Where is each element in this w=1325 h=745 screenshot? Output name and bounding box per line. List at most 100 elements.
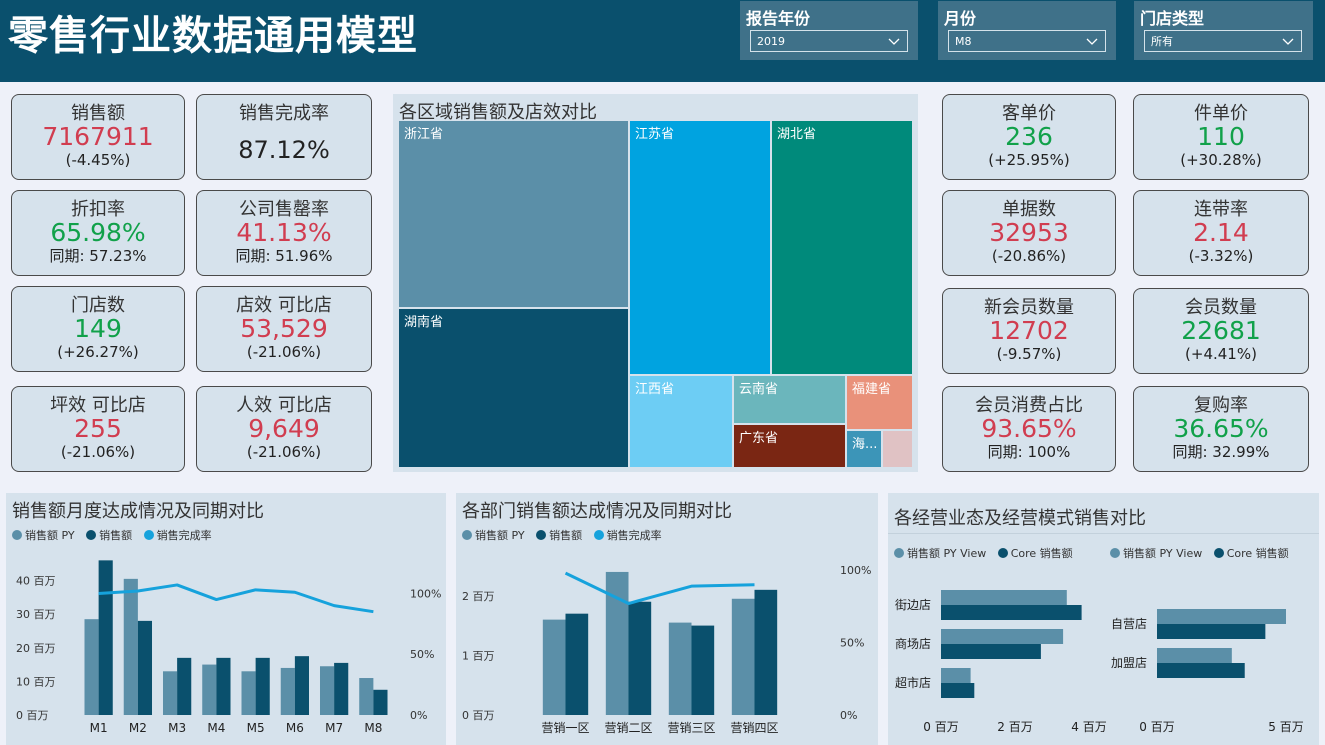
chevron-down-icon	[888, 38, 900, 45]
kpi-card[interactable]: 销售完成率 87.12%	[196, 94, 372, 180]
format-legend-left: 销售额 PY View Core 销售额	[894, 545, 1081, 561]
header-bar: 零售行业数据通用模型 报告年份 2019 月份 M8 门店类型 所有	[0, 0, 1325, 82]
legend-item: 销售完成率	[143, 529, 212, 542]
category-label: 加盟店	[1111, 656, 1147, 670]
hbar-py	[1157, 609, 1286, 624]
bar-py	[280, 667, 295, 715]
x-tick-label: 营销四区	[730, 721, 778, 735]
legend-item: Core 销售额	[997, 547, 1073, 560]
kpi-card[interactable]: 单据数 32953 (-20.86%)	[942, 190, 1116, 276]
kpi-subtext: (-21.06%)	[246, 443, 322, 461]
x-tick-label: M3	[168, 721, 186, 735]
kpi-card[interactable]: 会员数量 22681 (+4.41%)	[1133, 288, 1309, 374]
kpi-subtext: (-9.57%)	[996, 345, 1062, 363]
rate-line	[98, 583, 374, 614]
dept-sales-chart: 0 百万 1 百万 2 百万 0% 50% 100% 营销一区 营销二区 营销三区 营销四区	[462, 564, 871, 735]
kpi-value: 41.13%	[236, 218, 332, 247]
hbar-current	[941, 683, 975, 698]
bar-current	[373, 689, 388, 715]
bar-current	[334, 662, 349, 715]
kpi-card[interactable]: 公司售罄率 41.13% 同期: 51.96%	[196, 190, 372, 276]
kpi-card[interactable]: 门店数 149 (+26.27%)	[11, 286, 185, 372]
treemap-label: 江苏省	[635, 126, 674, 142]
year-select[interactable]: 2019	[750, 30, 908, 52]
filter-store-type: 门店类型 所有	[1134, 1, 1313, 60]
y-tick-label: 20 百万	[16, 642, 56, 655]
treemap-tile	[847, 431, 881, 467]
x-tick-label: M2	[129, 721, 147, 735]
monthly-chart-title: 销售额月度达成情况及同期对比	[12, 501, 264, 522]
hbar-py	[941, 668, 971, 683]
y2-tick-label: 0%	[840, 709, 857, 722]
bar-py	[202, 664, 217, 715]
kpi-label: 折扣率	[71, 199, 125, 220]
kpi-label: 单据数	[1002, 199, 1056, 220]
treemap-tile	[847, 376, 912, 429]
bar-py	[123, 578, 138, 715]
kpi-value: 12702	[989, 316, 1069, 345]
kpi-subtext: (+25.95%)	[988, 151, 1070, 169]
kpi-value: 9,649	[248, 414, 320, 443]
y-tick-label: 40 百万	[16, 575, 56, 588]
kpi-card[interactable]: 折扣率 65.98% 同期: 57.23%	[11, 190, 185, 276]
bar-py	[359, 678, 374, 715]
kpi-subtext: (+26.27%)	[57, 343, 139, 361]
chevron-down-icon	[1086, 38, 1098, 45]
kpi-card[interactable]: 店效 可比店 53,529 (-21.06%)	[196, 286, 372, 372]
legend-item: 销售额 PY	[12, 529, 75, 542]
kpi-card[interactable]: 客单价 236 (+25.95%)	[942, 94, 1116, 180]
bar-current	[565, 613, 589, 715]
legend-item: 销售额	[86, 529, 132, 542]
kpi-label: 客单价	[1002, 103, 1056, 124]
kpi-card[interactable]: 坪效 可比店 255 (-21.06%)	[11, 386, 185, 472]
format-chart-panel: 各经营业态及经营模式销售对比 销售额 PY View Core 销售额 销售额 …	[888, 493, 1319, 745]
y-tick-label: 0 百万	[462, 709, 495, 722]
treemap-tile	[734, 376, 845, 423]
y2-tick-label: 100%	[410, 587, 441, 600]
kpi-label: 销售额	[71, 103, 125, 124]
kpi-card[interactable]: 会员消费占比 93.65% 同期: 100%	[942, 386, 1116, 472]
kpi-card[interactable]: 销售额 7167911 (-4.45%)	[11, 94, 185, 180]
kpi-card[interactable]: 件单价 110 (+30.28%)	[1133, 94, 1309, 180]
category-label: 街边店	[895, 598, 931, 612]
kpi-card[interactable]: 人效 可比店 9,649 (-21.06%)	[196, 386, 372, 472]
month-select[interactable]: M8	[948, 30, 1106, 52]
legend-item: 销售完成率	[593, 529, 662, 542]
x-tick-label: 5 百万	[1268, 720, 1303, 734]
kpi-subtext: 同期: 32.99%	[1172, 443, 1270, 461]
kpi-label: 销售完成率	[239, 103, 329, 124]
kpi-value: 87.12%	[238, 136, 330, 164]
category-label: 商场店	[895, 636, 931, 651]
kpi-subtext: (-3.32%)	[1188, 247, 1254, 265]
kpi-card[interactable]: 连带率 2.14 (-3.32%)	[1133, 190, 1309, 276]
x-tick-label: M1	[90, 721, 108, 735]
store-type-select-value: 所有	[1151, 35, 1173, 48]
legend-item: 销售额	[536, 529, 582, 542]
kpi-value: 236	[1005, 122, 1053, 151]
kpi-value: 2.14	[1193, 218, 1249, 247]
bar-py	[241, 671, 256, 715]
treemap-tile	[399, 121, 628, 307]
treemap-label: 浙江省	[404, 127, 443, 142]
dept-chart-panel: 各部门销售额达成情况及同期对比 销售额 PY 销售额 销售完成率 0 百万 1 百…	[456, 493, 878, 745]
filter-month-label: 月份	[944, 9, 977, 28]
divider	[888, 533, 1319, 534]
x-tick-label: M8	[364, 721, 382, 735]
monthly-chart-panel: 销售额月度达成情况及同期对比 销售额 PY 销售额 销售完成率 0 百万 10 百…	[6, 493, 446, 745]
kpi-card[interactable]: 复购率 36.65% 同期: 32.99%	[1133, 386, 1309, 472]
legend-item: 销售额 PY View	[1110, 547, 1202, 560]
kpi-subtext: (-4.45%)	[65, 151, 131, 169]
filter-year-label: 报告年份	[746, 9, 811, 28]
format-legend-right: 销售额 PY View Core 销售额	[1110, 545, 1297, 561]
treemap-label: 福建省	[852, 382, 891, 397]
kpi-card[interactable]: 新会员数量 12702 (-9.57%)	[942, 288, 1116, 374]
kpi-subtext: (-20.86%)	[991, 247, 1067, 265]
x-tick-label: 2 百万	[997, 720, 1032, 734]
x-tick-label: M6	[286, 721, 304, 735]
store-type-select[interactable]: 所有	[1144, 30, 1302, 52]
kpi-label: 件单价	[1194, 103, 1248, 124]
category-label: 自营店	[1111, 617, 1147, 631]
kpi-value: 53,529	[240, 314, 328, 343]
bar-current	[294, 656, 310, 715]
